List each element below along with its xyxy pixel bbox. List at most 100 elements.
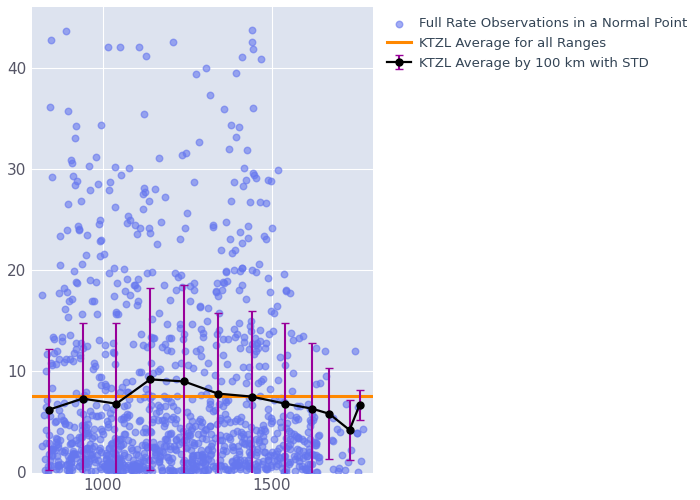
Full Rate Observations in a Normal Point (284, 460, 295, 468)
Full Rate Observations in a Normal Point (279, 452, 290, 460)
Full Rate Observations in a Normal Point (96, 381, 107, 389)
Full Rate Observations in a Normal Point (110, 202, 121, 210)
Full Rate Observations in a Normal Point (305, 418, 316, 426)
Full Rate Observations in a Normal Point (274, 454, 285, 462)
Full Rate Observations in a Normal Point (78, 410, 89, 418)
Full Rate Observations in a Normal Point (198, 466, 209, 474)
Full Rate Observations in a Normal Point (103, 270, 114, 278)
Full Rate Observations in a Normal Point (217, 402, 228, 410)
Full Rate Observations in a Normal Point (119, 448, 130, 456)
Full Rate Observations in a Normal Point (127, 378, 138, 386)
Full Rate Observations in a Normal Point (70, 122, 81, 130)
Full Rate Observations in a Normal Point (92, 310, 103, 318)
Full Rate Observations in a Normal Point (228, 325, 239, 333)
Full Rate Observations in a Normal Point (195, 304, 206, 312)
Full Rate Observations in a Normal Point (244, 344, 255, 352)
Full Rate Observations in a Normal Point (282, 442, 293, 450)
Full Rate Observations in a Normal Point (246, 38, 258, 46)
Full Rate Observations in a Normal Point (196, 326, 207, 334)
Full Rate Observations in a Normal Point (52, 458, 64, 466)
Full Rate Observations in a Normal Point (285, 330, 296, 338)
Full Rate Observations in a Normal Point (122, 462, 134, 469)
Full Rate Observations in a Normal Point (187, 320, 198, 328)
Full Rate Observations in a Normal Point (211, 420, 223, 428)
Full Rate Observations in a Normal Point (66, 453, 77, 461)
Full Rate Observations in a Normal Point (79, 459, 90, 467)
Full Rate Observations in a Normal Point (204, 400, 216, 408)
Full Rate Observations in a Normal Point (217, 278, 228, 286)
Full Rate Observations in a Normal Point (61, 356, 72, 364)
Full Rate Observations in a Normal Point (71, 338, 82, 346)
Full Rate Observations in a Normal Point (309, 441, 321, 449)
Full Rate Observations in a Normal Point (181, 408, 193, 416)
Full Rate Observations in a Normal Point (302, 400, 313, 408)
Full Rate Observations in a Normal Point (279, 468, 290, 476)
Full Rate Observations in a Normal Point (253, 362, 265, 370)
Full Rate Observations in a Normal Point (202, 455, 214, 463)
Full Rate Observations in a Normal Point (280, 444, 291, 452)
Full Rate Observations in a Normal Point (124, 164, 135, 172)
Full Rate Observations in a Normal Point (193, 138, 204, 146)
Full Rate Observations in a Normal Point (161, 436, 172, 444)
Full Rate Observations in a Normal Point (153, 447, 164, 455)
Full Rate Observations in a Normal Point (258, 448, 270, 456)
Full Rate Observations in a Normal Point (251, 348, 262, 356)
Full Rate Observations in a Normal Point (284, 458, 295, 466)
Full Rate Observations in a Normal Point (110, 310, 121, 318)
Full Rate Observations in a Normal Point (149, 448, 160, 456)
Full Rate Observations in a Normal Point (147, 456, 158, 464)
Full Rate Observations in a Normal Point (162, 430, 174, 438)
Full Rate Observations in a Normal Point (221, 276, 232, 284)
Full Rate Observations in a Normal Point (165, 334, 176, 342)
Full Rate Observations in a Normal Point (68, 350, 79, 358)
Full Rate Observations in a Normal Point (76, 426, 88, 434)
Full Rate Observations in a Normal Point (248, 350, 260, 358)
Full Rate Observations in a Normal Point (60, 420, 71, 428)
Full Rate Observations in a Normal Point (76, 197, 87, 205)
Full Rate Observations in a Normal Point (85, 407, 96, 415)
Full Rate Observations in a Normal Point (130, 220, 141, 228)
Full Rate Observations in a Normal Point (90, 412, 101, 420)
Full Rate Observations in a Normal Point (168, 402, 179, 410)
Full Rate Observations in a Normal Point (80, 455, 91, 463)
Full Rate Observations in a Normal Point (221, 268, 232, 276)
Full Rate Observations in a Normal Point (165, 429, 176, 437)
Full Rate Observations in a Normal Point (113, 436, 125, 444)
Full Rate Observations in a Normal Point (270, 462, 281, 470)
Full Rate Observations in a Normal Point (188, 442, 199, 450)
Full Rate Observations in a Normal Point (166, 398, 177, 406)
Full Rate Observations in a Normal Point (218, 442, 229, 450)
Full Rate Observations in a Normal Point (105, 384, 116, 392)
Full Rate Observations in a Normal Point (64, 466, 75, 474)
Full Rate Observations in a Normal Point (118, 430, 130, 438)
Full Rate Observations in a Normal Point (132, 301, 143, 309)
Full Rate Observations in a Normal Point (125, 444, 136, 452)
Full Rate Observations in a Normal Point (215, 432, 226, 440)
Full Rate Observations in a Normal Point (218, 335, 229, 343)
Full Rate Observations in a Normal Point (265, 176, 276, 184)
Full Rate Observations in a Normal Point (170, 418, 181, 426)
Full Rate Observations in a Normal Point (298, 438, 309, 446)
Full Rate Observations in a Normal Point (186, 458, 197, 466)
Full Rate Observations in a Normal Point (260, 199, 272, 207)
Full Rate Observations in a Normal Point (150, 450, 162, 458)
Full Rate Observations in a Normal Point (265, 451, 276, 459)
Full Rate Observations in a Normal Point (259, 362, 270, 370)
Full Rate Observations in a Normal Point (160, 419, 171, 427)
Full Rate Observations in a Normal Point (233, 286, 244, 294)
Full Rate Observations in a Normal Point (158, 442, 169, 450)
Full Rate Observations in a Normal Point (281, 287, 292, 295)
Full Rate Observations in a Normal Point (285, 436, 296, 444)
Full Rate Observations in a Normal Point (95, 373, 106, 381)
Full Rate Observations in a Normal Point (265, 288, 276, 296)
Full Rate Observations in a Normal Point (108, 444, 119, 452)
Full Rate Observations in a Normal Point (146, 268, 158, 276)
Full Rate Observations in a Normal Point (314, 378, 326, 386)
Full Rate Observations in a Normal Point (235, 268, 246, 276)
Full Rate Observations in a Normal Point (190, 70, 202, 78)
Full Rate Observations in a Normal Point (76, 310, 87, 318)
Full Rate Observations in a Normal Point (85, 454, 97, 462)
Full Rate Observations in a Normal Point (54, 428, 65, 436)
Full Rate Observations in a Normal Point (184, 297, 195, 305)
Full Rate Observations in a Normal Point (52, 460, 63, 468)
